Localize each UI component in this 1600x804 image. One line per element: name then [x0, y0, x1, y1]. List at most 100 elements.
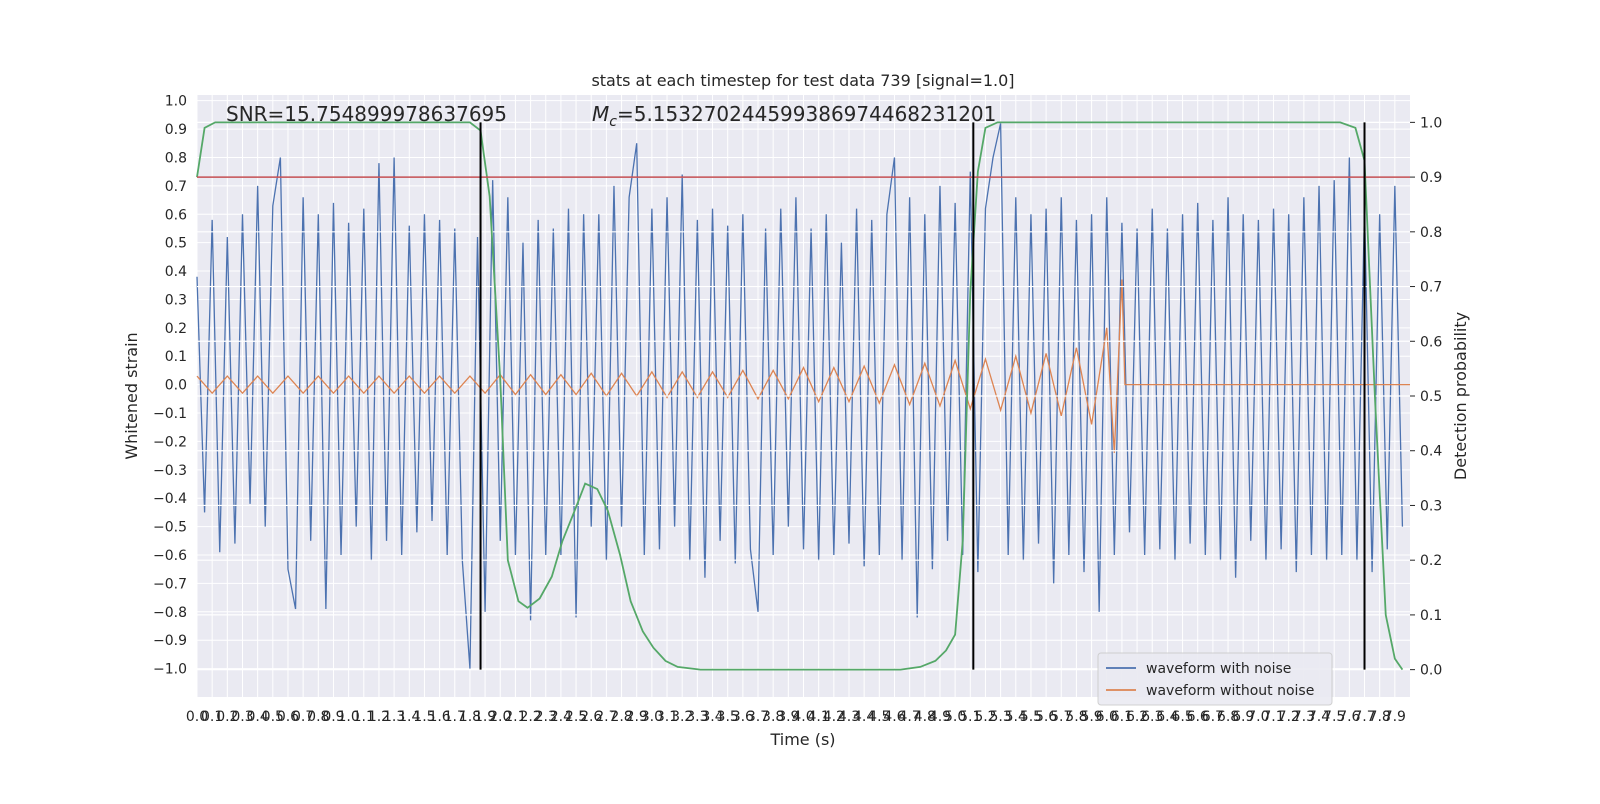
- x-tick-label: 3.1: [656, 709, 678, 725]
- x-tick-label: 3.3: [686, 709, 708, 725]
- x-tick-label: 2.7: [595, 709, 617, 725]
- y-tick-label: −0.4: [153, 491, 187, 507]
- y-tick-label: 1.0: [165, 94, 187, 110]
- x-tick-label: 1.8: [459, 709, 481, 725]
- y2-tick-label: 0.6: [1420, 334, 1442, 350]
- x-tick-label: 2.2: [519, 709, 541, 725]
- series-line: [196, 121, 1404, 671]
- x-tick-label: 2.8: [610, 709, 632, 725]
- x-tick-label: 3.4: [701, 709, 723, 725]
- x-tick-label: 6.3: [1141, 709, 1163, 725]
- y-tick-label: −0.8: [153, 605, 187, 621]
- x-tick-label: 7.1: [1262, 709, 1284, 725]
- y-tick-label: −0.1: [153, 406, 187, 422]
- y-axis-label: Whitened strain: [122, 332, 141, 459]
- x-tick-label: 5.0: [944, 709, 966, 725]
- x-tick-label: 2.1: [504, 709, 526, 725]
- y2-axis-label: Detection probability: [1451, 312, 1470, 480]
- x-tick-label: 6.7: [1202, 709, 1224, 725]
- x-tick-label: 4.7: [899, 709, 921, 725]
- x-tick-label: 7.8: [1369, 709, 1391, 725]
- x-tick-label: 1.9: [474, 709, 496, 725]
- x-tick-label: 6.6: [1187, 709, 1209, 725]
- x-tick-label: 4.4: [853, 709, 875, 725]
- y2-tick-label: 0.8: [1420, 225, 1442, 241]
- y-tick-label: −1.0: [153, 662, 187, 678]
- x-tick-label: 3.6: [732, 709, 754, 725]
- x-tick-label: 1.5: [413, 709, 435, 725]
- legend-label: waveform with noise: [1146, 661, 1291, 677]
- x-tick-label: 1.2: [368, 709, 390, 725]
- x-tick-label: 1.0: [337, 709, 359, 725]
- x-tick-label: 7.2: [1278, 709, 1300, 725]
- series-line: [196, 123, 1404, 669]
- x-tick-label: 0.3: [231, 709, 253, 725]
- x-tick-label: 6.9: [1232, 709, 1254, 725]
- x-tick-label: 4.3: [838, 709, 860, 725]
- x-tick-label: 5.9: [1080, 709, 1102, 725]
- x-tick-label: 5.1: [959, 709, 981, 725]
- y2-tick-label: 0.1: [1420, 608, 1442, 624]
- x-tick-label: 4.1: [808, 709, 830, 725]
- x-tick-label: 0.5: [262, 709, 284, 725]
- mc-symbol: M: [592, 102, 609, 126]
- x-tick-label: 4.5: [868, 709, 890, 725]
- x-tick-label: 3.0: [641, 709, 663, 725]
- y-tick-label: 0.8: [165, 150, 187, 166]
- x-tick-label: 6.1: [1111, 709, 1133, 725]
- y2-tick-label: 0.2: [1420, 553, 1442, 569]
- y-tick-label: 0.0: [165, 378, 187, 394]
- x-tick-label: 3.8: [762, 709, 784, 725]
- legend: waveform with noise waveform without nois…: [1097, 652, 1333, 706]
- legend-label: waveform without noise: [1146, 683, 1314, 699]
- y2-tick-label: 0.4: [1420, 444, 1442, 460]
- y-tick-label: 0.6: [165, 207, 187, 223]
- x-tick-label: 3.9: [777, 709, 799, 725]
- x-tick-label: 5.4: [1005, 709, 1027, 725]
- legend-box: [1097, 652, 1333, 706]
- y-tick-label: −0.7: [153, 576, 187, 592]
- mc-value: =5.153270244599386974468231201: [617, 102, 996, 126]
- x-tick-label: 6.5: [1171, 709, 1193, 725]
- x-tick-label: 5.3: [989, 709, 1011, 725]
- x-tick-label: 1.3: [383, 709, 405, 725]
- y2-tick-label: 0.0: [1420, 663, 1442, 679]
- y-tick-label: −0.3: [153, 463, 187, 479]
- x-tick-label: 6.8: [1217, 709, 1239, 725]
- x-tick-label: 1.4: [398, 709, 420, 725]
- x-tick-label: 0.7: [292, 709, 314, 725]
- y-tick-label: 0.1: [165, 349, 187, 365]
- x-tick-label: 7.7: [1353, 709, 1375, 725]
- x-tick-label: 3.7: [747, 709, 769, 725]
- y2-tick-label: 0.3: [1420, 498, 1442, 514]
- x-tick-label: 0.0: [186, 709, 208, 725]
- y-tick-label: 0.2: [165, 321, 187, 337]
- x-tick-label: 0.4: [247, 709, 269, 725]
- x-tick-label: 7.4: [1308, 709, 1330, 725]
- x-tick-label: 5.6: [1035, 709, 1057, 725]
- series-line: [196, 279, 1410, 453]
- x-tick-label: 5.5: [1020, 709, 1042, 725]
- x-tick-label: 5.2: [974, 709, 996, 725]
- x-tick-label: 2.5: [565, 709, 587, 725]
- y-tick-label: 0.3: [165, 292, 187, 308]
- y2-tick-label: 1.0: [1420, 115, 1442, 131]
- x-tick-label: 4.8: [914, 709, 936, 725]
- y-tick-label: 0.4: [165, 264, 187, 280]
- snr-annotation: SNR=15.754899978637695: [226, 102, 507, 126]
- x-tick-label: 2.9: [626, 709, 648, 725]
- y-tick-label: −0.6: [153, 548, 187, 564]
- x-tick-label: 7.0: [1247, 709, 1269, 725]
- y2-tick-label: 0.5: [1420, 389, 1442, 405]
- y-tick-label: −0.2: [153, 434, 187, 450]
- y2-tick-label: 0.9: [1420, 170, 1442, 186]
- y-tick-label: −0.9: [153, 633, 187, 649]
- x-tick-label: 6.0: [1096, 709, 1118, 725]
- y-tick-label: 0.5: [165, 236, 187, 252]
- x-tick-label: 4.0: [792, 709, 814, 725]
- x-tick-label: 2.0: [489, 709, 511, 725]
- x-tick-label: 0.9: [322, 709, 344, 725]
- x-tick-label: 7.3: [1293, 709, 1315, 725]
- x-tick-label: 2.4: [550, 709, 572, 725]
